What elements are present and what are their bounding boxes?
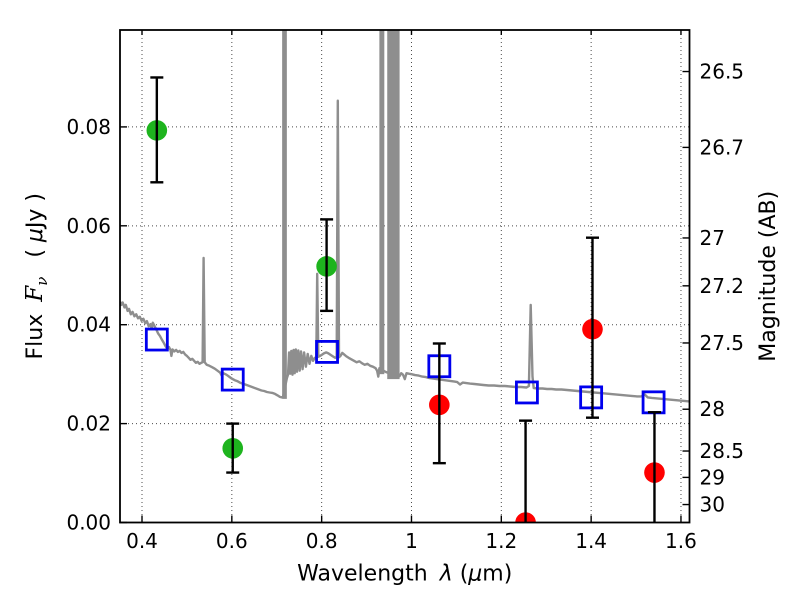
blue-square-marker [315, 340, 339, 364]
y-right-tick-label: 27 [700, 226, 725, 250]
x-tick-label: 1.4 [575, 529, 607, 553]
y-axis-title-right: Magnitude (AB) [756, 191, 781, 362]
x-tick-label: 1.2 [485, 529, 517, 553]
y-axis-title-left: FluxFν ( μJy ) [22, 193, 51, 360]
data-layer [120, 30, 690, 523]
plot-frame [119, 29, 691, 524]
y-left-tick-label: 0.08 [66, 115, 111, 139]
y-right-tick-label: 29 [700, 465, 725, 489]
emission-line-band [387, 30, 400, 380]
x-tick-label: 0.6 [216, 529, 248, 553]
y-right-tick-label: 28 [700, 397, 725, 421]
y-right-tick-label: 26.7 [700, 135, 745, 159]
y-left-tick-label: 0.04 [66, 313, 111, 337]
y-right-tick-label: 27.5 [700, 331, 745, 355]
blue-square-marker [220, 367, 245, 392]
grid [120, 30, 690, 523]
blue-square-marker [144, 327, 169, 352]
y-right-tick-label: 28.5 [700, 439, 745, 463]
y-left-tick-label: 0.02 [66, 412, 111, 436]
y-right-tick-label: 26.5 [700, 60, 745, 84]
blue-square-marker [579, 385, 604, 410]
x-tick-label: 0.4 [126, 529, 158, 553]
y-left-tick-label: 0.00 [66, 511, 111, 535]
y-right-tick-label: 30 [700, 493, 725, 517]
x-tick-label: 0.8 [306, 529, 338, 553]
tick-marks [120, 30, 690, 524]
x-axis-title: Wavelength λ (μm) [297, 562, 512, 587]
x-tick-label: 1.6 [665, 529, 697, 553]
emission-line-band [379, 30, 385, 375]
y-right-tick-label: 27.2 [700, 274, 745, 298]
y-left-tick-label: 0.06 [66, 214, 111, 238]
x-tick-label: 1 [405, 529, 418, 553]
blue-square-marker [515, 380, 539, 405]
emission-line-band [282, 30, 287, 399]
